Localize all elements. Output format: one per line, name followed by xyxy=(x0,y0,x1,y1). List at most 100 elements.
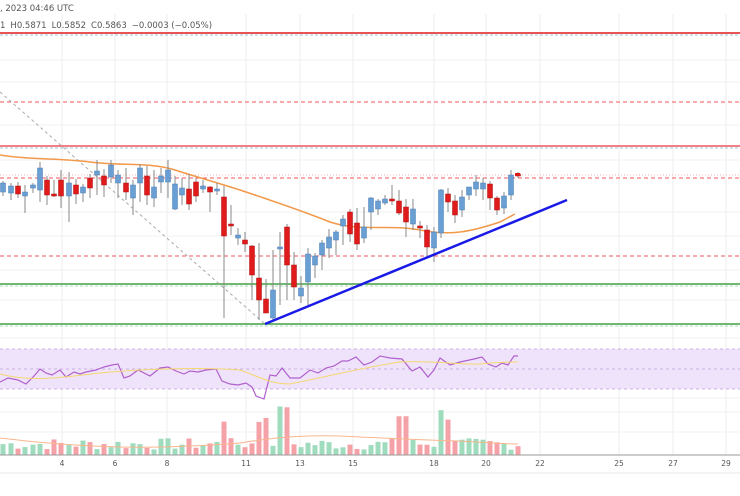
candle-down[interactable] xyxy=(51,193,57,197)
candle-up[interactable] xyxy=(0,182,6,193)
ohlc-legend: 1 H0.5871 L0.5852 C0.5863 −0.0003 (−0.05%) xyxy=(0,21,217,31)
candle-up[interactable] xyxy=(214,188,220,192)
candle-up[interactable] xyxy=(466,186,472,196)
candle-up[interactable] xyxy=(312,255,318,266)
candle-up[interactable] xyxy=(165,169,171,183)
candle-up[interactable] xyxy=(340,218,346,227)
candle-up[interactable] xyxy=(319,242,325,256)
candle-down[interactable] xyxy=(221,196,227,237)
candle-up[interactable] xyxy=(80,186,86,194)
volume-bar-up xyxy=(235,444,241,455)
candle-down[interactable] xyxy=(347,211,353,235)
candle-down[interactable] xyxy=(291,264,297,288)
candle-down[interactable] xyxy=(249,245,255,276)
candle-down[interactable] xyxy=(186,188,192,205)
candle-up[interactable] xyxy=(115,174,121,184)
candle-up[interactable] xyxy=(30,184,36,189)
volume-bar-up xyxy=(480,439,486,455)
volume-bar-down xyxy=(263,417,269,455)
volume-bar-up xyxy=(326,442,332,455)
volume-bar-up xyxy=(214,441,220,455)
candle-down[interactable] xyxy=(193,181,199,197)
volume-bar-down xyxy=(87,442,93,455)
candle-down[interactable] xyxy=(445,193,451,203)
candle-up[interactable] xyxy=(235,234,241,239)
volume-bar-down xyxy=(291,444,297,455)
candle-down[interactable] xyxy=(242,239,248,245)
candle-down[interactable] xyxy=(263,298,269,314)
candle-down[interactable] xyxy=(284,226,290,266)
ohlc-prefix: 1 xyxy=(0,21,6,31)
x-axis-tick-label: 20 xyxy=(481,459,491,468)
candle-down[interactable] xyxy=(58,179,64,197)
candle-down[interactable] xyxy=(144,175,150,196)
candle-down[interactable] xyxy=(73,184,79,195)
candle-up[interactable] xyxy=(37,167,43,191)
candle-down[interactable] xyxy=(15,185,21,195)
candle-up[interactable] xyxy=(298,287,304,297)
candle-up[interactable] xyxy=(333,231,339,241)
candle-up[interactable] xyxy=(137,167,143,184)
candle-up[interactable] xyxy=(277,246,283,250)
candle-up[interactable] xyxy=(94,170,100,176)
candle-down[interactable] xyxy=(207,186,213,193)
volume-bar-down xyxy=(515,446,521,455)
candle-up[interactable] xyxy=(8,185,14,194)
volume-bar-down xyxy=(487,441,493,455)
candle-up[interactable] xyxy=(172,183,178,210)
candle-up[interactable] xyxy=(473,181,479,190)
candle-down[interactable] xyxy=(403,206,409,223)
volume-bar-up xyxy=(305,442,311,455)
candle-up[interactable] xyxy=(480,182,486,190)
candle-down[interactable] xyxy=(487,183,493,199)
candle-up[interactable] xyxy=(270,289,276,319)
candle-up[interactable] xyxy=(130,184,136,199)
candle-up[interactable] xyxy=(305,253,311,283)
candle-down[interactable] xyxy=(494,197,500,211)
candle-down[interactable] xyxy=(396,200,402,214)
candle-up[interactable] xyxy=(151,186,157,199)
bullish-trendline[interactable] xyxy=(264,198,568,326)
candle-up[interactable] xyxy=(382,198,388,204)
candle-down[interactable] xyxy=(44,179,50,196)
candle-down[interactable] xyxy=(417,225,423,229)
candle-up[interactable] xyxy=(375,200,381,210)
volume-bar-down xyxy=(396,416,402,455)
candle-up[interactable] xyxy=(438,189,444,234)
candle-up[interactable] xyxy=(361,226,367,239)
candle-up[interactable] xyxy=(179,187,185,196)
volume-bar-up xyxy=(459,439,465,455)
volume-bar-up xyxy=(438,410,444,455)
candle-up[interactable] xyxy=(459,196,465,211)
candle-up[interactable] xyxy=(66,182,72,197)
candle-up[interactable] xyxy=(501,195,507,209)
candle-down[interactable] xyxy=(452,200,458,216)
x-axis-tick-label: 4 xyxy=(60,459,65,468)
candle-up[interactable] xyxy=(431,231,437,249)
candle-down[interactable] xyxy=(228,223,234,227)
candle-down[interactable] xyxy=(424,229,430,248)
candle-up[interactable] xyxy=(368,197,374,213)
candle-up[interactable] xyxy=(508,174,514,196)
candle-down[interactable] xyxy=(87,177,93,189)
candle-up[interactable] xyxy=(410,208,416,225)
candle-up[interactable] xyxy=(108,164,114,178)
candle-down[interactable] xyxy=(101,175,107,186)
candle-down[interactable] xyxy=(389,198,395,202)
candle-up[interactable] xyxy=(326,236,332,249)
volume-bar-up xyxy=(137,444,143,455)
candle-down[interactable] xyxy=(354,222,360,245)
volume-bar-up xyxy=(298,447,304,455)
volume-bar-up xyxy=(508,449,514,455)
candle-up[interactable] xyxy=(22,191,28,197)
candle-up[interactable] xyxy=(158,175,164,183)
candle-down[interactable] xyxy=(123,182,129,193)
volume-bar-down xyxy=(221,421,227,455)
volume-bar-up xyxy=(277,406,283,455)
candle-down[interactable] xyxy=(256,277,262,301)
candle-up[interactable] xyxy=(200,185,206,190)
x-axis-tick-label: 25 xyxy=(614,459,624,468)
x-axis-tick-label: 18 xyxy=(429,459,439,468)
